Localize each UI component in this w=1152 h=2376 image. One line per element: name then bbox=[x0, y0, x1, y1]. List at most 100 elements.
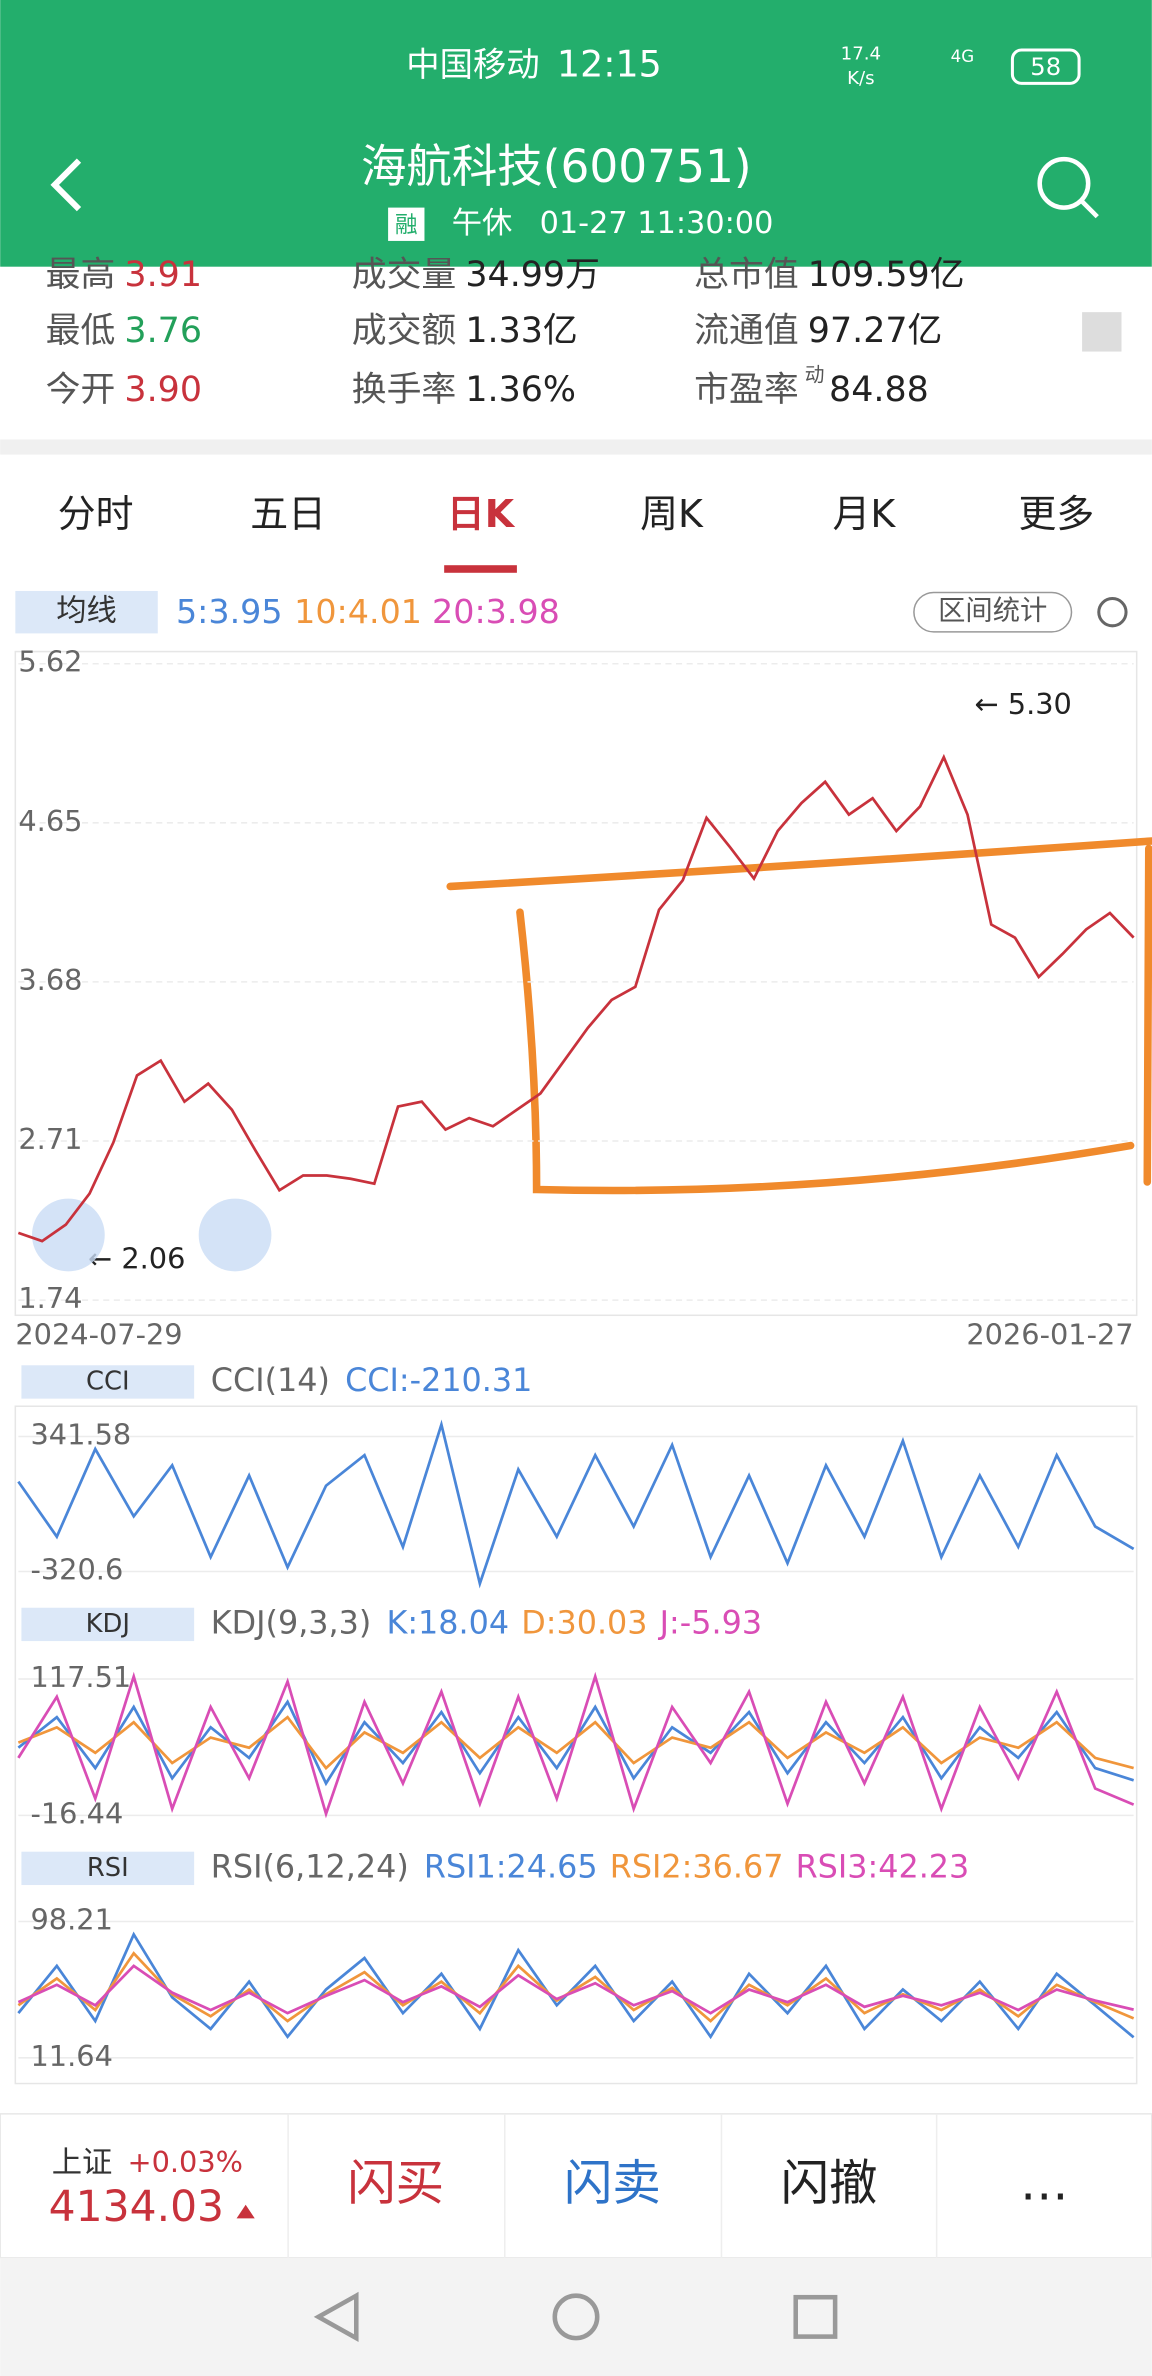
back-button[interactable] bbox=[50, 158, 82, 212]
quote-label: 换手率 bbox=[352, 370, 457, 410]
carrier: 中国移动 bbox=[406, 45, 539, 84]
index-name: 上证 bbox=[52, 2145, 113, 2180]
indicator-line bbox=[17, 1931, 1135, 2040]
ma-legend: 20:3.98 bbox=[432, 592, 560, 631]
action-buttons: 闪买 闪卖 闪撤 … bbox=[287, 2113, 1068, 2258]
up-arrow bbox=[236, 2204, 255, 2219]
nav-button[interactable] bbox=[32, 1198, 105, 1272]
indicator-params: RSI(6,12,24) bbox=[211, 1847, 409, 1885]
y-tick-label: 341.58 bbox=[30, 1417, 131, 1451]
quote-label: 流通值 bbox=[694, 311, 799, 351]
tab-bar: 分时 五日 日K 周K 月K 更多 bbox=[58, 492, 1094, 573]
tab[interactable]: 周K bbox=[640, 492, 704, 536]
y-tick-label: 11.64 bbox=[30, 2039, 112, 2073]
indicator-line bbox=[17, 1964, 1134, 2015]
x-tick-label: 2024-07-29 bbox=[15, 1318, 182, 1352]
legend-entry: K:18.04 bbox=[386, 1603, 509, 1641]
ma-legend: 5:3.95 bbox=[176, 592, 283, 631]
quote-label: 成交量 bbox=[352, 255, 457, 295]
nav-bar bbox=[0, 2257, 1152, 2376]
margin-badge: 融 bbox=[395, 212, 418, 238]
indicator-label: CCI bbox=[86, 1366, 130, 1396]
indicator-frame bbox=[14, 1405, 1138, 2085]
quote-value: 3.91 bbox=[124, 255, 202, 295]
quote-label: 市盈率 bbox=[694, 370, 799, 410]
battery-level: 58 bbox=[1030, 52, 1061, 81]
indicator-label-bg bbox=[21, 1851, 195, 1886]
legend-entry: RSI3:42.23 bbox=[796, 1847, 970, 1885]
fullscreen-button[interactable] bbox=[198, 1198, 272, 1272]
quote-value: 1.33亿 bbox=[465, 311, 577, 351]
action-button[interactable]: … bbox=[1020, 2156, 1068, 2212]
quote-value: 3.90 bbox=[124, 370, 202, 410]
quote-value: 84.88 bbox=[829, 370, 929, 410]
index-change: +0.03% bbox=[127, 2145, 243, 2179]
quote-value: 97.27亿 bbox=[808, 311, 943, 351]
action-button[interactable]: 闪买 bbox=[347, 2156, 444, 2212]
indicator-label-bg bbox=[21, 1607, 195, 1642]
action-button[interactable]: 闪撤 bbox=[781, 2156, 878, 2212]
y-tick-label: -16.44 bbox=[30, 1796, 123, 1830]
indicator-label-bg bbox=[21, 1365, 195, 1399]
legend-entry: J:-5.93 bbox=[658, 1603, 762, 1641]
y-tick-label: 4.65 bbox=[18, 804, 82, 838]
tab[interactable]: 日K bbox=[447, 492, 516, 536]
indicator-line bbox=[17, 1951, 1135, 2023]
legend-entry: D:30.03 bbox=[521, 1603, 647, 1641]
nav-recent[interactable] bbox=[793, 2294, 838, 2339]
range-stats-label: 区间统计 bbox=[938, 596, 1047, 627]
range-stats-button[interactable] bbox=[913, 591, 1073, 633]
y-tick-label: -320.6 bbox=[30, 1552, 123, 1586]
indicator-line bbox=[17, 1419, 1135, 1589]
quote-value: 34.99万 bbox=[465, 255, 600, 295]
price-line bbox=[17, 753, 1135, 1243]
ma-legend: 10:4.01 bbox=[294, 592, 422, 631]
annotation-low: ← 2.06 bbox=[88, 1242, 185, 1276]
legend-entry: RSI1:24.65 bbox=[424, 1847, 598, 1885]
action-button[interactable]: 闪卖 bbox=[564, 2156, 661, 2212]
tab[interactable]: 分时 bbox=[58, 492, 134, 536]
tab[interactable]: 五日 bbox=[250, 492, 326, 536]
legend-entry: CCI:-210.31 bbox=[345, 1361, 532, 1399]
quote-label: 总市值 bbox=[694, 255, 799, 295]
divider bbox=[0, 439, 1152, 455]
tab[interactable]: 月K bbox=[833, 492, 897, 536]
network-type: 4G bbox=[951, 47, 975, 66]
quote-label: 最高 bbox=[46, 255, 116, 295]
hand-drawn-box bbox=[446, 837, 1152, 1195]
tab-indicator bbox=[444, 565, 517, 573]
settings-button[interactable] bbox=[1097, 597, 1128, 628]
quote-label-sup: 动 bbox=[805, 363, 825, 386]
quote-value: 109.59亿 bbox=[808, 255, 965, 295]
nav-back[interactable] bbox=[313, 2291, 359, 2342]
quote-time: 01-27 11:30:00 bbox=[540, 206, 774, 241]
net-speed: 17.4 bbox=[841, 44, 881, 65]
quote-label: 成交额 bbox=[352, 311, 457, 351]
header-bg bbox=[0, 0, 1152, 267]
x-tick-label: 2026-01-27 bbox=[966, 1318, 1133, 1352]
annotation-high: ← 5.30 bbox=[975, 687, 1072, 721]
quote-label: 今开 bbox=[46, 370, 116, 410]
indicator-line bbox=[17, 1671, 1135, 1819]
battery bbox=[1010, 48, 1081, 85]
expand-button[interactable] bbox=[1082, 312, 1122, 352]
nav-home[interactable] bbox=[552, 2293, 600, 2341]
quote-label: 最低 bbox=[46, 311, 116, 351]
indicator-params: CCI(14) bbox=[211, 1361, 330, 1399]
y-tick-label: 3.68 bbox=[18, 963, 82, 997]
y-tick-label: 2.71 bbox=[18, 1122, 82, 1156]
index-value: 4134.03 bbox=[49, 2183, 224, 2232]
stock-title: 海航科技(600751) bbox=[361, 140, 752, 193]
tab[interactable]: 更多 bbox=[1018, 492, 1094, 536]
net-speed-unit: K/s bbox=[847, 68, 875, 89]
ma-label: 均线 bbox=[56, 594, 117, 629]
legend-entry: RSI2:36.67 bbox=[610, 1847, 784, 1885]
indicator-params: KDJ(9,3,3) bbox=[211, 1603, 372, 1641]
clock: 12:15 bbox=[557, 43, 662, 86]
search-button[interactable] bbox=[1037, 156, 1091, 210]
y-tick-label: 117.51 bbox=[30, 1660, 131, 1694]
